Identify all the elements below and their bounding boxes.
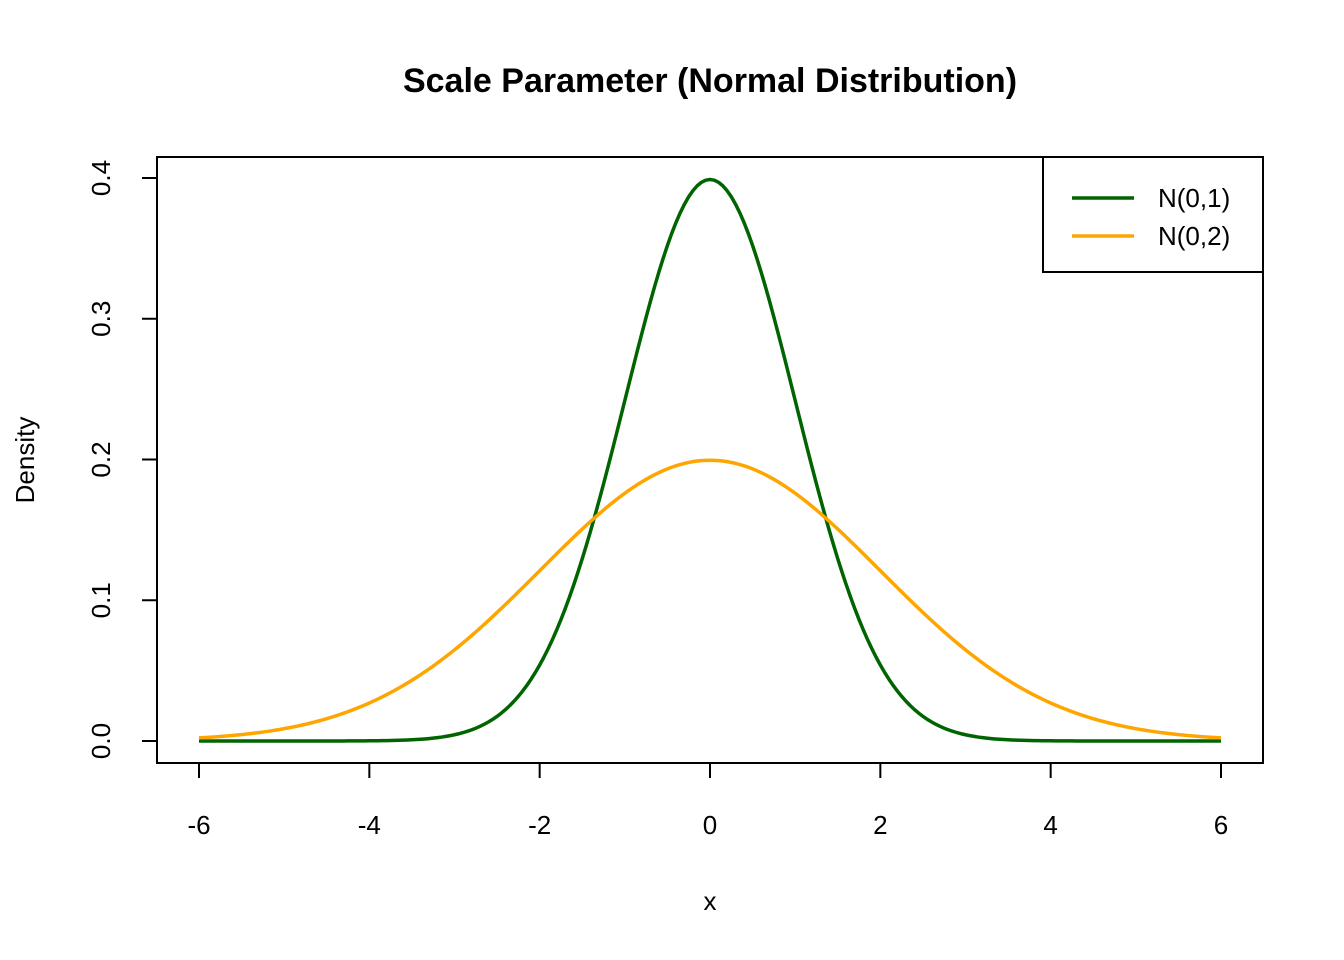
- series-line-2: [198, 458, 1222, 740]
- chart-title: Scale Parameter (Normal Distribution): [403, 62, 1017, 100]
- y-axis-label: Density: [10, 417, 40, 504]
- x-tick-label: 2: [873, 810, 887, 840]
- y-tick-label: 0.3: [86, 301, 116, 337]
- legend: N(0,1) N(0,2): [1042, 156, 1264, 273]
- legend-box: [1042, 156, 1264, 273]
- x-tick-label: 6: [1214, 810, 1228, 840]
- legend-label-2: N(0,2): [1158, 221, 1230, 251]
- y-tick-label: 0.2: [86, 441, 116, 477]
- series-line-1: [199, 177, 1221, 743]
- legend-label-1: N(0,1): [1158, 183, 1230, 213]
- x-tick-label: -4: [358, 810, 381, 840]
- x-tick-label: 0: [703, 810, 717, 840]
- y-tick-label: 0.0: [86, 723, 116, 759]
- series-layer: [198, 177, 1222, 743]
- x-tick-label: -2: [528, 810, 551, 840]
- x-axis-label: x: [704, 886, 717, 916]
- y-tick-label: 0.1: [86, 582, 116, 618]
- y-tick-label: 0.4: [86, 160, 116, 196]
- x-tick-label: -6: [187, 810, 210, 840]
- y-axis: 0.0 0.1 0.2 0.3 0.4: [86, 160, 158, 759]
- x-tick-label: 4: [1043, 810, 1057, 840]
- x-axis: -6 -4 -2 0 2 4 6: [187, 762, 1228, 840]
